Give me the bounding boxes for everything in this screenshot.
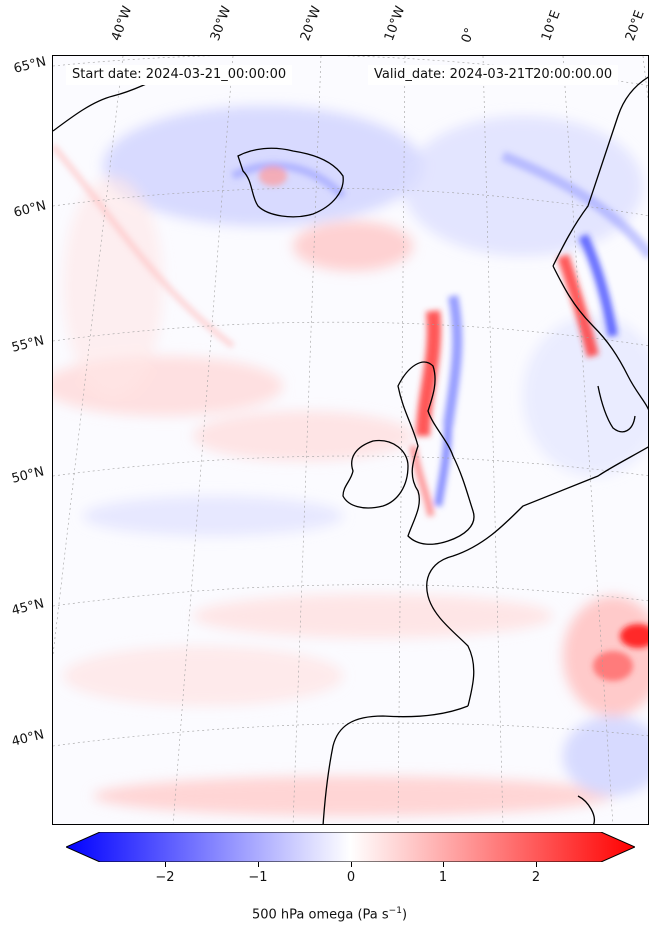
colorbar-gradient (64, 831, 637, 863)
start-date-label: Start date: 2024-03-21_00:00:00 (66, 65, 293, 85)
lat-label-40n: 40°N (10, 727, 46, 750)
colorbar-tick (443, 862, 444, 867)
map-panel (52, 55, 649, 825)
lat-label-50n: 50°N (10, 464, 46, 487)
lat-label-45n: 45°N (10, 596, 46, 619)
colorbar-title-main: 500 hPa omega (Pa s (251, 907, 389, 923)
colorbar-tick-label: −2 (155, 870, 175, 885)
lon-label-10e: 10°E (538, 8, 564, 44)
colorbar (64, 831, 637, 863)
valid-date-label: Valid_date: 2024-03-21T20:00:00.00 (368, 65, 619, 85)
lat-label-65n: 65°N (12, 54, 48, 77)
colorbar-tick (258, 862, 259, 867)
lon-label-30w: 30°W (207, 4, 235, 43)
coastlines (53, 70, 648, 824)
colorbar-tick-label: 0 (346, 870, 356, 885)
omega-field-map (53, 56, 648, 824)
colorbar-title-sup: −1 (388, 906, 402, 916)
lon-label-0: 0° (458, 25, 479, 45)
lon-label-10w: 10°W (381, 4, 409, 43)
colorbar-title-end: ) (401, 907, 408, 923)
lon-label-40w: 40°W (108, 4, 136, 43)
graticule (53, 56, 648, 824)
lat-label-60n: 60°N (12, 198, 48, 221)
lon-label-20e: 20°E (622, 8, 648, 44)
colorbar-tick-label: 1 (438, 870, 448, 885)
colorbar-tick-label: 2 (531, 870, 541, 885)
lon-label-20w: 20°W (297, 4, 325, 43)
colorbar-title: 500 hPa omega (Pa s−1) (0, 906, 659, 922)
omega-field-bands (53, 144, 648, 681)
colorbar-tick (165, 862, 166, 867)
colorbar-tick-label: −1 (248, 870, 268, 885)
colorbar-tick (536, 862, 537, 867)
colorbar-tick (351, 862, 352, 867)
lat-label-55n: 55°N (10, 333, 46, 356)
